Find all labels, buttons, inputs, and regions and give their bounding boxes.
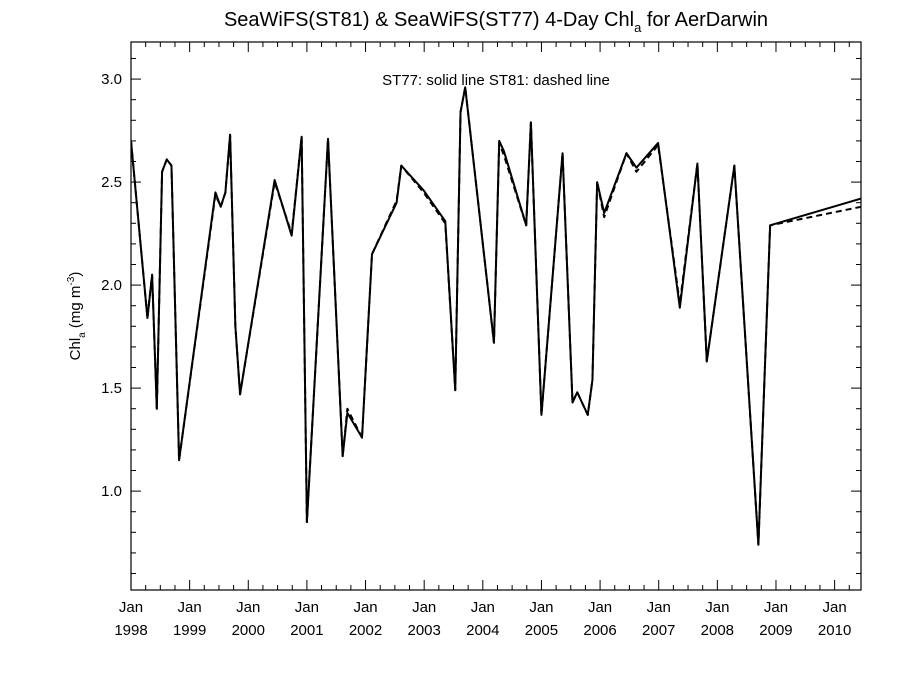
- axis-ticks: [130, 42, 861, 590]
- x-tick-month-label: Jan: [236, 599, 260, 616]
- x-tick-year-label: 2005: [525, 622, 558, 639]
- y-axis-label-units: (mg m: [67, 286, 84, 333]
- y-tick-label: 2.0: [101, 277, 122, 294]
- x-tick-month-label: Jan: [295, 599, 319, 616]
- x-tick-month-label: Jan: [178, 599, 202, 616]
- x-tick-year-label: 2008: [701, 622, 734, 639]
- y-axis-labels: 1.0 1.5 2.0 2.5 3.0: [101, 71, 122, 500]
- y-axis-label-close: ): [67, 272, 84, 277]
- x-tick-year-label: 2006: [583, 622, 616, 639]
- chart-title: SeaWiFS(ST81) & SeaWiFS(ST77) 4-Day Chla…: [224, 9, 768, 35]
- x-tick-month-label: Jan: [353, 599, 377, 616]
- x-tick-year-label: 2003: [407, 622, 440, 639]
- x-tick-month-label: Jan: [529, 599, 553, 616]
- chart-title-subscript: a: [634, 20, 642, 35]
- x-tick-month-label: Jan: [588, 599, 612, 616]
- x-tick-year-label: 1998: [114, 622, 147, 639]
- x-tick-year-label: 2009: [759, 622, 792, 639]
- x-tick-year-label: 1999: [173, 622, 206, 639]
- y-axis-label-base: Chl: [67, 338, 84, 361]
- x-tick-year-label: 2010: [818, 622, 851, 639]
- x-tick-month-label: Jan: [764, 599, 788, 616]
- x-tick-month-label: Jan: [823, 599, 847, 616]
- x-tick-year-label: 2000: [232, 622, 265, 639]
- chart-title-suffix: for AerDarwin: [641, 9, 768, 31]
- y-tick-label: 3.0: [101, 71, 122, 88]
- series-line-st77: [131, 86, 861, 546]
- x-tick-year-label: 2002: [349, 622, 382, 639]
- x-tick-month-label: Jan: [471, 599, 495, 616]
- svg-text:Chla (mg m-3): Chla (mg m-3): [66, 272, 88, 361]
- y-tick-label: 2.5: [101, 174, 122, 191]
- x-tick-month-label: Jan: [119, 599, 143, 616]
- chart-title-main: SeaWiFS(ST81) & SeaWiFS(ST77) 4-Day Chl: [224, 9, 634, 31]
- y-tick-label: 1.0: [101, 483, 122, 500]
- x-tick-year-label: 2001: [290, 622, 323, 639]
- series-lines: [131, 86, 861, 546]
- x-tick-year-label: 2004: [466, 622, 499, 639]
- x-tick-month-label: Jan: [705, 599, 729, 616]
- series-line-st81: [131, 86, 861, 546]
- y-axis-label-superscript: -3: [66, 276, 77, 285]
- y-axis-label-subscript: a: [77, 332, 88, 338]
- x-tick-year-label: 2007: [642, 622, 675, 639]
- plot-frame: [130, 41, 862, 591]
- x-tick-month-label: Jan: [412, 599, 436, 616]
- y-axis-label: Chla (mg m-3): [66, 272, 88, 361]
- x-axis-labels: Jan 1998 Jan 1999 Jan 2000 Jan 2001 Jan 2002 Jan 20…: [114, 599, 851, 639]
- x-tick-month-label: Jan: [647, 599, 671, 616]
- y-tick-label: 1.5: [101, 380, 122, 397]
- series-annotation: ST77: solid line ST81: dashed line: [382, 72, 610, 89]
